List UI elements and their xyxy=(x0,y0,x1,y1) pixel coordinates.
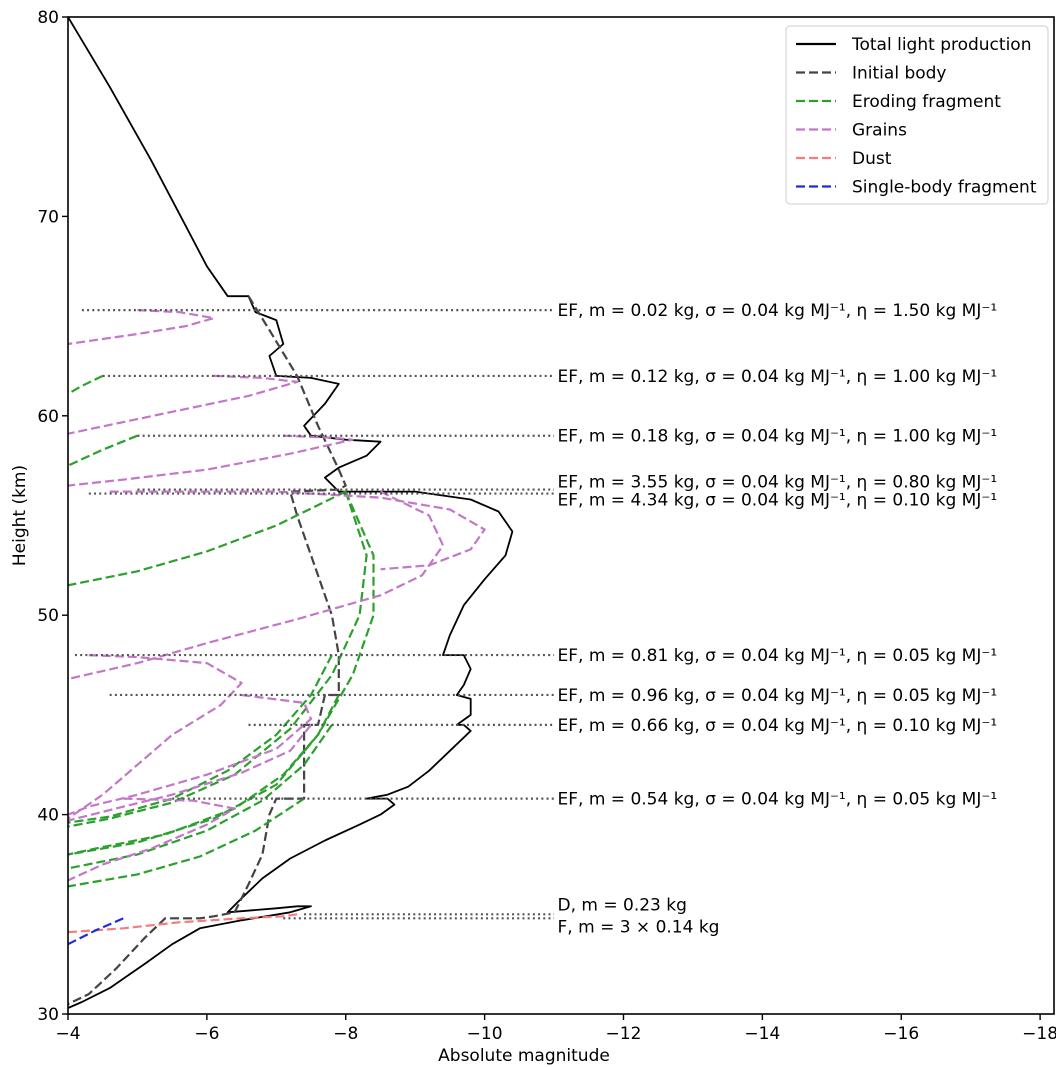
series-grains-17 xyxy=(68,693,313,816)
plot-series xyxy=(68,17,514,1009)
x-tick-label-6: −16 xyxy=(883,1024,919,1044)
series-eroding-5 xyxy=(68,491,368,828)
x-tick-label-0: −4 xyxy=(55,1024,80,1044)
series-initial-1 xyxy=(68,295,347,1005)
annotation-label-7: EF, m = 0.66 kg, σ = 0.04 kg MJ⁻¹, η = 0… xyxy=(558,716,998,736)
series-grains-13 xyxy=(68,434,354,487)
x-tick-label-5: −14 xyxy=(744,1024,780,1044)
annotation-label-5: EF, m = 0.81 kg, σ = 0.04 kg MJ⁻¹, η = 0… xyxy=(558,646,998,666)
series-eroding-4 xyxy=(68,490,347,587)
legend-label-3: Grains xyxy=(852,121,907,141)
x-tick-label-2: −8 xyxy=(333,1024,358,1044)
series-grains-19 xyxy=(68,797,236,882)
series-eroding-9 xyxy=(68,724,333,870)
y-tick-label-1: 40 xyxy=(37,806,59,826)
x-tick-label-7: −18 xyxy=(1022,1024,1056,1044)
annotation-label-8: EF, m = 0.54 kg, σ = 0.04 kg MJ⁻¹, η = 0… xyxy=(558,790,998,810)
legend-box xyxy=(785,25,1049,205)
axes-frame xyxy=(67,16,1055,1015)
series-grains-12 xyxy=(68,374,299,435)
annotation-label-1: EF, m = 0.12 kg, σ = 0.04 kg MJ⁻¹, η = 1… xyxy=(558,367,998,387)
y-axis-label: Height (km) xyxy=(10,465,30,566)
legend-label-4: Dust xyxy=(852,149,892,169)
y-tick-label-3: 60 xyxy=(37,407,59,427)
annotation-label-0: EF, m = 0.02 kg, σ = 0.04 kg MJ⁻¹, η = 1… xyxy=(558,301,998,321)
x-axis-label: Absolute magnitude xyxy=(438,1046,610,1066)
legend: Total light production Initial body Erodin… xyxy=(785,25,1049,205)
legend-label-2: Eroding fragment xyxy=(852,92,1001,112)
y-tick-label-0: 30 xyxy=(37,1005,59,1025)
series-grains-14 xyxy=(109,490,486,571)
legend-label-0: Total light production xyxy=(851,35,1031,55)
annotation-label-9: D, m = 0.23 kg xyxy=(558,895,687,915)
annotation-label-4: EF, m = 4.34 kg, σ = 0.04 kg MJ⁻¹, η = 0… xyxy=(558,491,998,511)
series-eroding-10 xyxy=(68,797,305,888)
annotation-label-2: EF, m = 0.18 kg, σ = 0.04 kg MJ⁻¹, η = 1… xyxy=(558,427,998,447)
series-grains-18 xyxy=(68,724,312,822)
annotation-label-6: EF, m = 0.96 kg, σ = 0.04 kg MJ⁻¹, η = 0… xyxy=(558,686,998,706)
series-grains-15 xyxy=(68,490,445,681)
series-total-0 xyxy=(68,17,514,1009)
legend-label-5: Single-body fragment xyxy=(852,178,1037,198)
y-tick-label-4: 70 xyxy=(37,207,59,227)
series-eroding-2 xyxy=(68,374,104,395)
series-grains-16 xyxy=(68,654,243,820)
y-tick-label-5: 80 xyxy=(37,8,59,28)
series-dust-20 xyxy=(68,913,298,934)
ticks-layer: −4 −6 −8 −10 −12 −14 −16 −18 30 40 50 60 70 80 xyxy=(37,8,1056,1044)
annotation-label-10: F, m = 3 × 0.14 kg xyxy=(558,917,720,937)
legend-label-1: Initial body xyxy=(852,64,947,84)
annotation-layer: EF, m = 0.02 kg, σ = 0.04 kg MJ⁻¹, η = 1… xyxy=(74,301,998,937)
series-single-21 xyxy=(68,917,124,946)
x-tick-label-3: −10 xyxy=(467,1024,503,1044)
x-tick-label-1: −6 xyxy=(194,1024,219,1044)
series-grains-11 xyxy=(68,309,215,346)
x-tick-label-4: −12 xyxy=(606,1024,642,1044)
annotation-label-3: EF, m = 3.55 kg, σ = 0.04 kg MJ⁻¹, η = 0… xyxy=(558,473,998,493)
y-tick-label-2: 50 xyxy=(37,606,59,626)
series-eroding-3 xyxy=(68,434,138,467)
series-eroding-6 xyxy=(68,654,333,824)
